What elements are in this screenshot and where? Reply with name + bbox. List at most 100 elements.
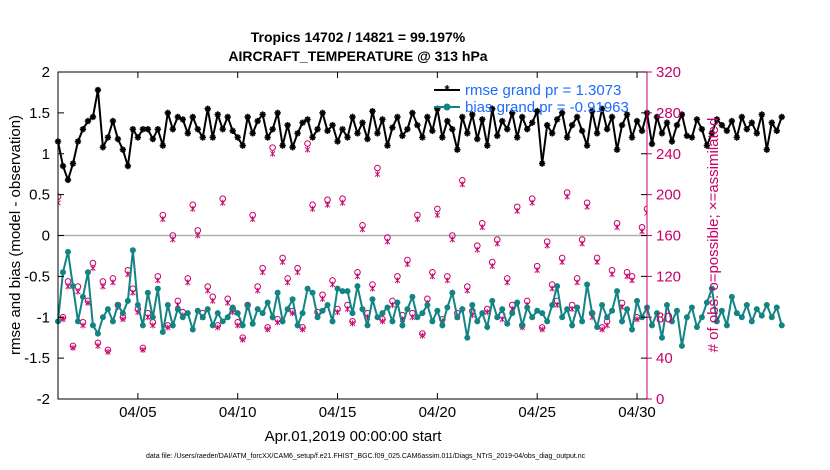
bias-point (589, 310, 596, 317)
rmse-point (339, 126, 346, 133)
bias-point (129, 247, 136, 254)
bias-point (748, 318, 755, 325)
bias-point (594, 324, 601, 331)
bias-point (74, 318, 81, 325)
y-tick-label: 2 (42, 64, 50, 81)
rmse-point (269, 126, 276, 133)
obs-assimilated-point (224, 299, 231, 306)
obs-assimilated-point (85, 299, 91, 306)
rmse-point (399, 132, 406, 139)
rmse-point (578, 127, 586, 135)
bias-point (164, 301, 171, 308)
y-right-tick-label: 40 (656, 350, 673, 367)
bias-point (758, 312, 765, 319)
bias-point (489, 297, 496, 304)
rmse-point (139, 126, 147, 133)
obs-assimilated-point (665, 247, 670, 253)
rmse-point (663, 119, 671, 126)
obs-assimilated-point (650, 288, 655, 294)
obs-assimilated-point (449, 236, 456, 243)
obs-assimilated-point (764, 396, 769, 402)
obs-possible-point (649, 284, 655, 290)
obs-assimilated-point (574, 279, 580, 286)
obs-assimilated-point (599, 326, 605, 333)
rmse-point (768, 119, 775, 126)
rmse-point (573, 113, 581, 121)
obs-assimilated-point (639, 228, 645, 235)
obs-assimilated-point (594, 259, 600, 266)
rmse-point (319, 109, 326, 117)
bias-point (529, 314, 536, 321)
obs-assimilated-point (734, 288, 739, 294)
obs-assimilated-point (584, 203, 590, 210)
obs-possible-point (769, 214, 775, 220)
rmse-point (279, 142, 286, 149)
rmse-point (334, 138, 341, 145)
bias-point (693, 324, 700, 331)
bias-point (663, 301, 670, 308)
obs-assimilated-point (629, 277, 635, 284)
rmse-point (159, 142, 167, 149)
rmse-point (304, 116, 311, 123)
bias-point (713, 318, 720, 325)
y-right-tick-label: 240 (656, 146, 681, 163)
rmse-point (209, 134, 216, 141)
x-tick-label: 04/20 (419, 404, 457, 421)
bias-point (274, 289, 281, 296)
obs-assimilated-point (130, 289, 136, 296)
rmse-point (668, 138, 676, 145)
bias-point (209, 322, 216, 329)
bias-point (204, 306, 211, 313)
rmse-point (628, 134, 636, 141)
bias-point (469, 301, 476, 308)
obs-possible-point (694, 210, 700, 216)
y-right-tick-label: 0 (656, 391, 664, 408)
obs-assimilated-point (744, 314, 749, 320)
rmse-point (309, 134, 316, 141)
bias-point (564, 306, 571, 313)
rmse-point (154, 126, 162, 133)
bias-point (723, 322, 730, 329)
rmse-point (349, 113, 356, 121)
rmse-point (778, 113, 785, 121)
y-right-tick-label: 80 (656, 309, 673, 326)
bias-point (324, 301, 331, 308)
rmse-point (533, 108, 541, 115)
bias-point (219, 318, 226, 325)
obs-assimilated-point (259, 269, 266, 276)
rmse-point (773, 127, 780, 135)
rmse-point (763, 146, 770, 153)
bias-point (753, 306, 760, 313)
obs-assimilated-point (414, 216, 421, 223)
bias-point (444, 304, 451, 311)
obs-assimilated-point (349, 320, 356, 327)
footnote: data file: /Users/raeder/DAI/ATM_forcXX/… (146, 453, 586, 460)
bias-point (109, 318, 116, 325)
legend-bias-label: bias grand pr = -0.91963 (465, 99, 629, 116)
obs-assimilated-point (324, 201, 331, 208)
obs-assimilated-point (409, 314, 416, 321)
rmse-point (189, 113, 196, 121)
bias-point (554, 283, 561, 290)
obs-assimilated-point (140, 346, 146, 353)
bias-point (549, 301, 556, 308)
y-axis-label: rmse and bias (model - observation) (7, 115, 24, 355)
rmse-point (429, 127, 436, 135)
bias-point (599, 301, 606, 308)
obs-assimilated-point (374, 171, 381, 178)
rmse-point (524, 126, 531, 133)
obs-assimilated-point (354, 273, 361, 280)
obs-assimilated-point (145, 314, 151, 321)
rmse-point (419, 134, 426, 141)
rmse-point (124, 162, 132, 170)
bias-point (424, 301, 431, 308)
bias-point (349, 310, 356, 317)
bias-point (84, 269, 91, 276)
bias-point (634, 297, 641, 304)
bias-point (409, 293, 416, 300)
bias-point (254, 306, 261, 313)
obs-assimilated-point (634, 316, 640, 323)
rmse-point (603, 126, 611, 133)
bias-point (79, 293, 86, 300)
bias-point (269, 314, 276, 321)
